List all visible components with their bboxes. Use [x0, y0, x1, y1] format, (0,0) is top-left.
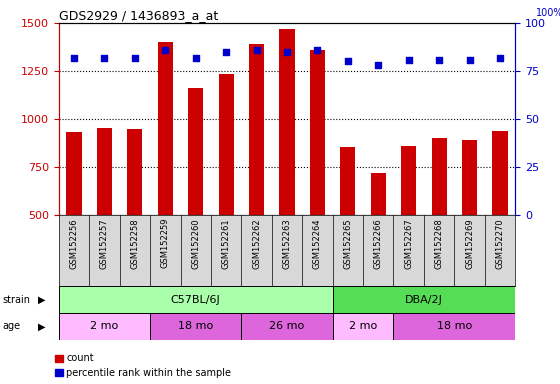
Text: GSM152267: GSM152267: [404, 218, 413, 269]
Text: strain: strain: [3, 295, 31, 305]
Text: 18 mo: 18 mo: [178, 321, 213, 331]
Bar: [249, 44, 264, 311]
Text: 100%: 100%: [536, 8, 560, 18]
Text: GSM152263: GSM152263: [282, 218, 292, 269]
Bar: [218, 74, 234, 311]
Text: GSM152259: GSM152259: [161, 218, 170, 268]
Text: C57BL/6J: C57BL/6J: [171, 295, 221, 305]
Bar: [333, 286, 515, 313]
Point: [252, 47, 261, 53]
Bar: [188, 88, 203, 311]
Text: GSM152256: GSM152256: [69, 218, 78, 268]
Bar: [492, 131, 507, 311]
Text: count: count: [66, 353, 94, 363]
Text: GSM152260: GSM152260: [191, 218, 200, 268]
Point: [282, 49, 291, 55]
Text: 26 mo: 26 mo: [269, 321, 305, 331]
Text: GSM152264: GSM152264: [313, 218, 322, 268]
Point: [313, 47, 322, 53]
Bar: [340, 147, 356, 311]
Text: GSM152262: GSM152262: [252, 218, 261, 268]
Bar: [401, 146, 416, 311]
Bar: [59, 313, 150, 340]
Point: [465, 56, 474, 63]
Bar: [462, 140, 477, 311]
Bar: [371, 173, 386, 311]
Text: age: age: [3, 321, 21, 331]
Point: [191, 55, 200, 61]
Bar: [279, 29, 295, 311]
Bar: [67, 132, 82, 311]
Bar: [310, 50, 325, 311]
Bar: [127, 129, 142, 311]
Point: [343, 58, 352, 65]
Text: GDS2929 / 1436893_a_at: GDS2929 / 1436893_a_at: [59, 9, 218, 22]
Text: GSM152270: GSM152270: [496, 218, 505, 268]
Text: GSM152268: GSM152268: [435, 218, 444, 269]
Point: [435, 56, 444, 63]
Point: [496, 55, 505, 61]
Point: [222, 49, 231, 55]
Point: [100, 55, 109, 61]
Text: DBA/2J: DBA/2J: [405, 295, 443, 305]
Bar: [59, 286, 333, 313]
Text: GSM152266: GSM152266: [374, 218, 383, 269]
Text: 2 mo: 2 mo: [90, 321, 119, 331]
Point: [69, 55, 78, 61]
Point: [161, 47, 170, 53]
Bar: [333, 313, 394, 340]
Bar: [432, 138, 447, 311]
Bar: [150, 313, 241, 340]
Bar: [97, 127, 112, 311]
Text: GSM152265: GSM152265: [343, 218, 352, 268]
Bar: [158, 42, 173, 311]
Bar: [394, 313, 515, 340]
Text: ▶: ▶: [38, 295, 45, 305]
Text: ▶: ▶: [38, 321, 45, 331]
Text: percentile rank within the sample: percentile rank within the sample: [66, 368, 231, 378]
Text: 2 mo: 2 mo: [349, 321, 377, 331]
Text: GSM152269: GSM152269: [465, 218, 474, 268]
Point: [404, 56, 413, 63]
Text: GSM152258: GSM152258: [130, 218, 139, 268]
Bar: [241, 313, 333, 340]
Text: GSM152261: GSM152261: [222, 218, 231, 268]
Point: [130, 55, 139, 61]
Text: GSM152257: GSM152257: [100, 218, 109, 268]
Point: [374, 62, 382, 68]
Text: 18 mo: 18 mo: [437, 321, 472, 331]
